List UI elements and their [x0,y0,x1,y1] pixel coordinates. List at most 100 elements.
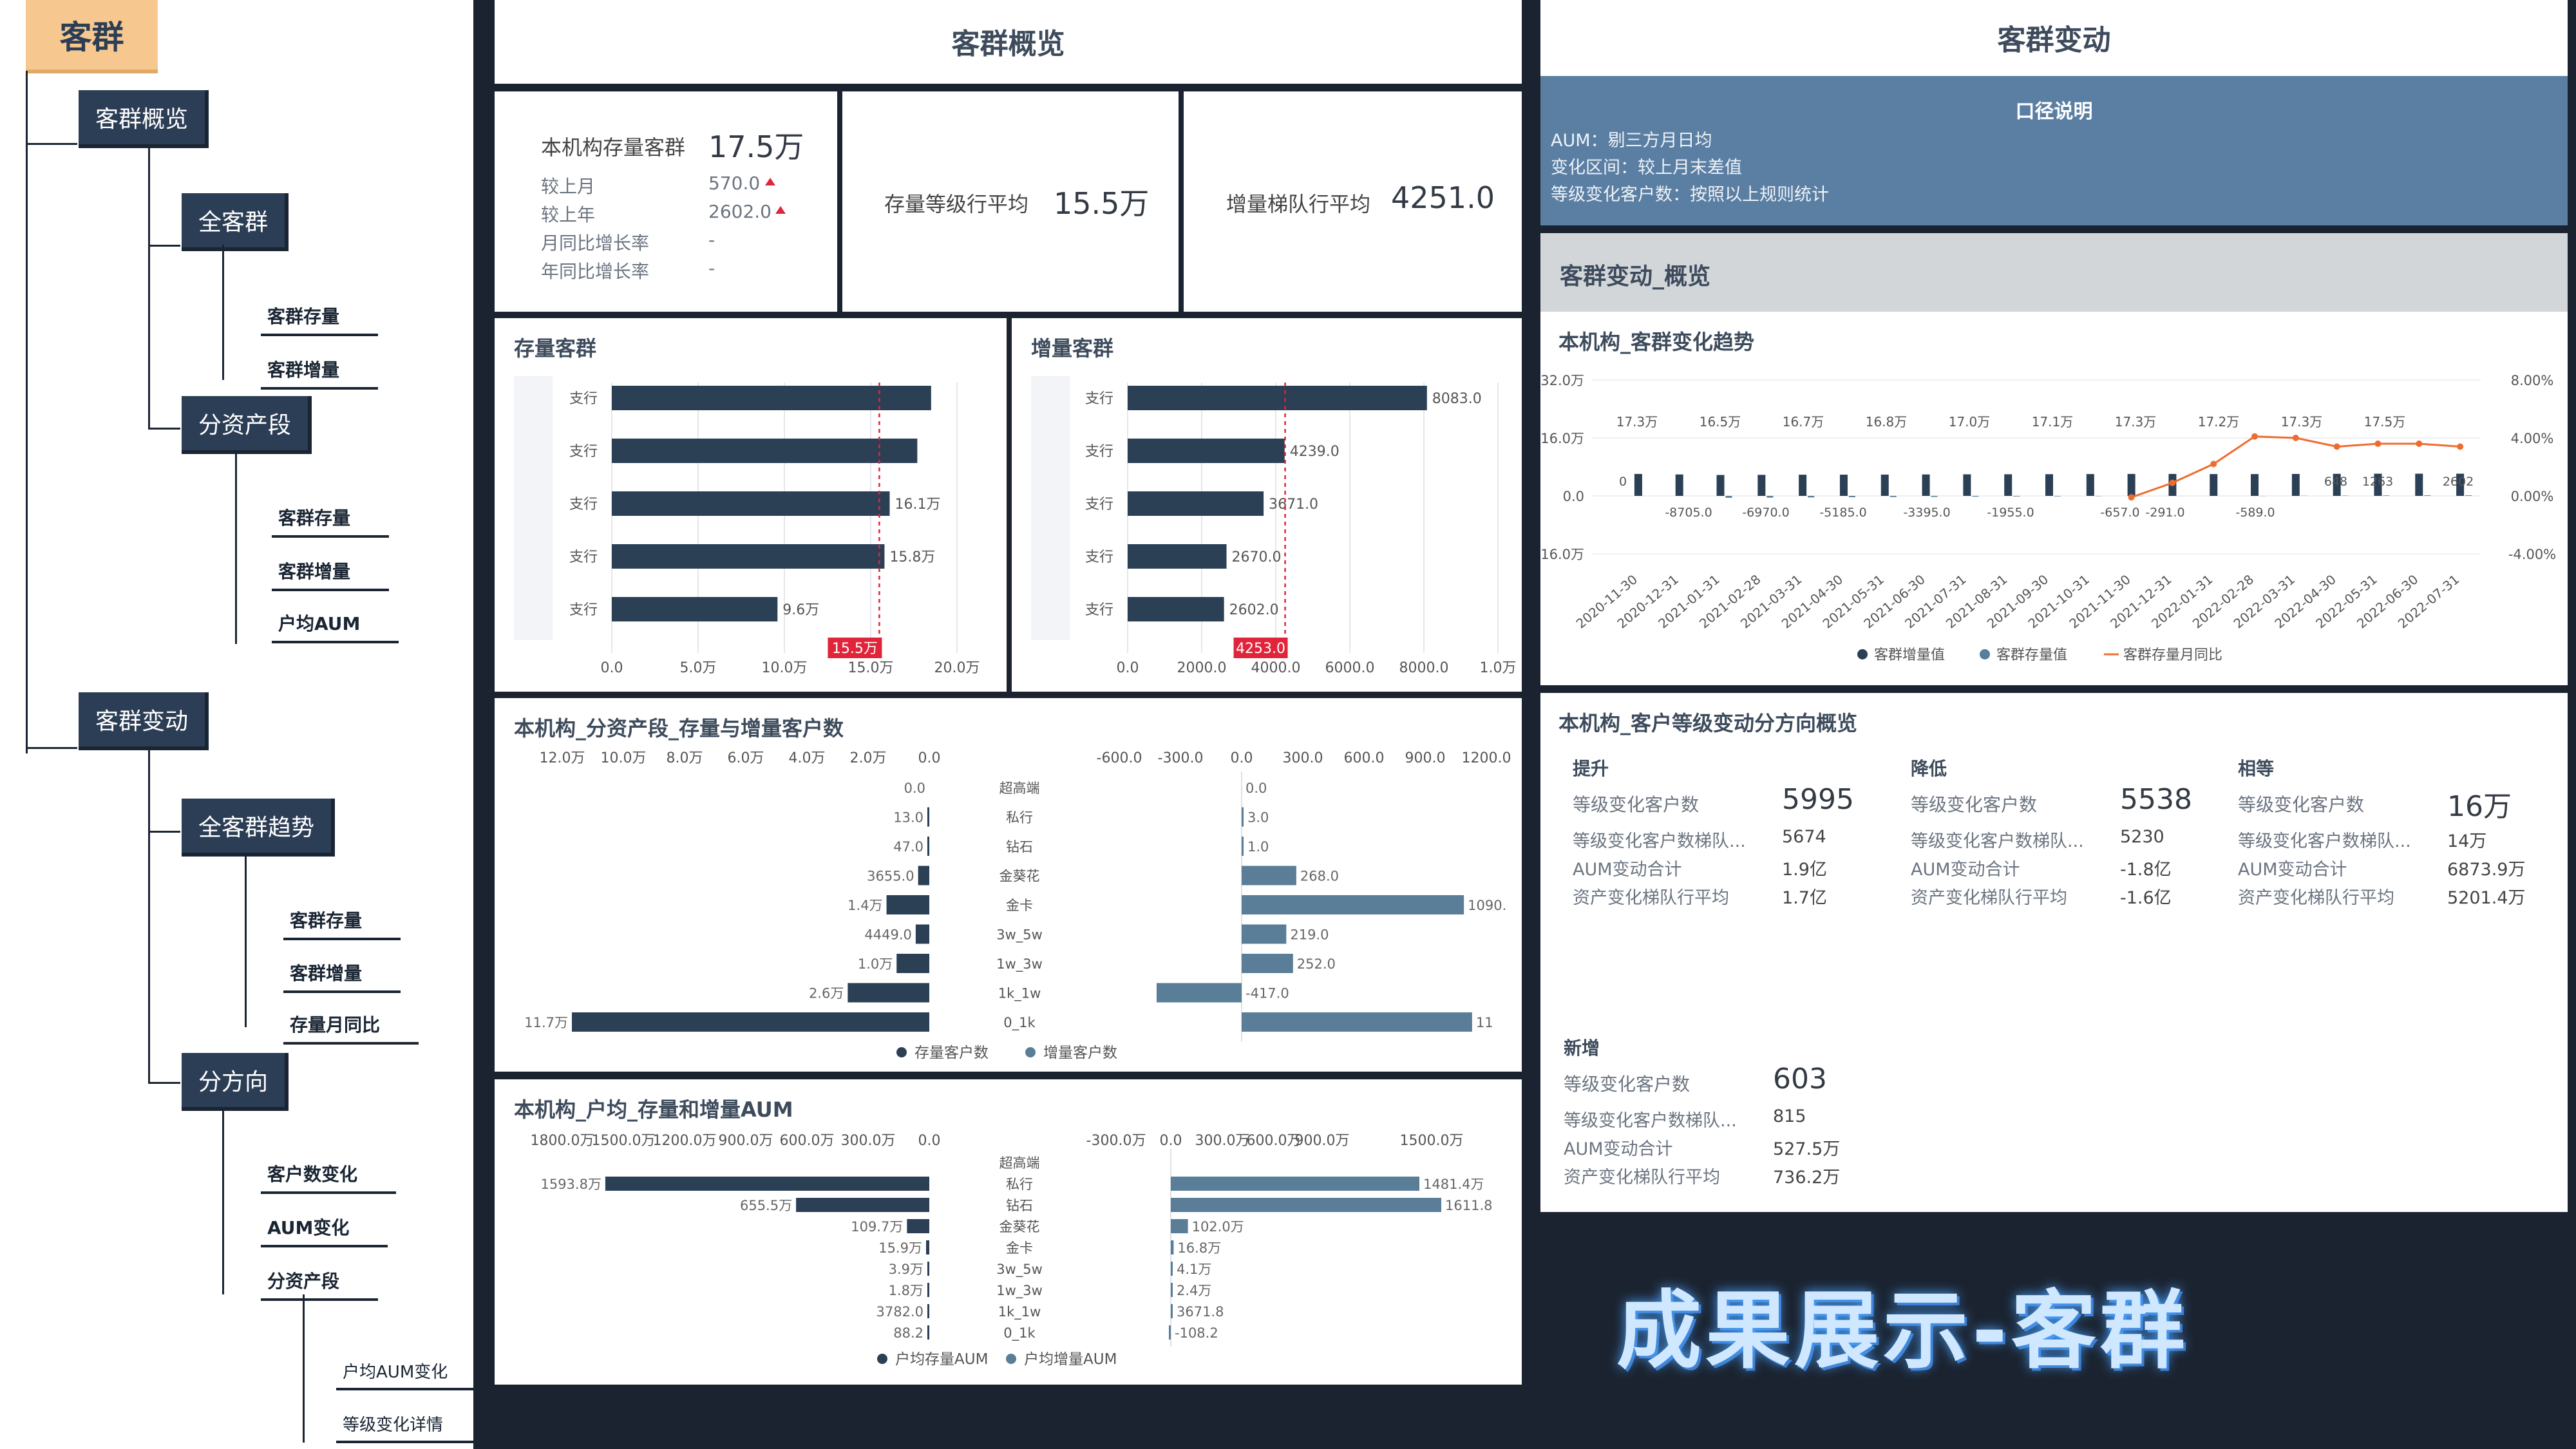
grade-row-value: 736.2万 [1773,1168,1841,1188]
stock-bar [2415,473,2423,496]
stock-chart-title: 存量客群 [514,336,597,361]
grade-row-label: 资产变化梯队行平均 [1573,888,1729,908]
incr-value-label: -291.0 [2145,506,2184,520]
right-data-label: -417.0 [1245,986,1289,1001]
nav-leaf-trend-yoy[interactable]: 存量月同比 [283,1011,419,1045]
category-label: 1k_1w [998,986,1041,1002]
right-tick-label: -300.0 [1158,750,1204,766]
grade-row-label: 等级变化客户数梯队... [1911,831,2084,851]
nav-item-segment[interactable]: 分资产段 [182,396,312,454]
left-data-label: 13.0 [893,810,923,826]
right-tick-label: 1500.0万 [1400,1133,1464,1149]
caliber-box: 口径说明 AUM：剔三方月日均 变化区间：较上月末差值 等级变化客户数：按照以上… [1540,76,2568,225]
right-bar [1242,866,1296,886]
right-data-label: 3.0 [1247,810,1269,826]
right-data-label: 252.0 [1297,956,1336,972]
data-label: 4239.0 [1290,444,1340,460]
incr-value-label: -5185.0 [1819,506,1866,520]
grade-row-value: -1.6亿 [2120,888,2172,908]
nav-item-all[interactable]: 全客群 [182,193,289,251]
nav-leaf-direction-count[interactable]: 客户数变化 [260,1160,397,1194]
left-tick-label: 2.0万 [850,750,887,766]
left-bar [927,1325,929,1340]
grade-row-value: 527.5万 [1773,1139,1841,1159]
incr-bar [2424,495,2431,496]
nav-leaf-segment-stock[interactable]: 客群存量 [271,504,390,538]
right-bar [1242,924,1287,944]
incr-bar [2465,495,2472,496]
yoy-point [2169,479,2176,486]
x-tick-label: 0.0 [1117,660,1139,676]
incr-value-label: 648 [2324,475,2347,489]
nav-item-change[interactable]: 客群变动 [79,692,209,750]
segment-chart-title: 本机构_分资产段_存量与增量客户数 [514,716,844,741]
nav-item-trend[interactable]: 全客群趋势 [182,799,336,857]
stock-bar [2004,474,2012,496]
category-label: 钻石 [1006,1198,1033,1213]
stock-bar [1675,474,1683,496]
nav-leaf-direction-aum[interactable]: AUM变化 [260,1214,389,1247]
nav-leaf-all-incr[interactable]: 客群增量 [260,356,379,390]
left-bar [886,895,929,914]
kpi-incr-avg-label: 增量梯队行平均 [1226,192,1371,216]
left-data-label: 1.8万 [889,1283,923,1298]
nav-leaf-trend-stock[interactable]: 客群存量 [283,907,401,940]
grade-panel: 本机构_客户等级变动分方向概览 提升 等级变化客户数 5995 等级变化客户数梯队..… [1540,693,2568,1212]
grade-group: 提升 等级变化客户数 5995 等级变化客户数梯队... 5674 AUM变动合计 1.9亿… [1573,755,1875,922]
category-label: 支行 [569,391,598,407]
grade-count-label: 等级变化客户数 [1573,794,1700,815]
right-bar [1171,1219,1188,1233]
nav-leaf-segment-incr[interactable]: 客群增量 [271,558,390,591]
incr-value-label: -1955.0 [1987,506,2034,520]
stock-bar [2045,474,2053,496]
grade-row-value: 6873.9万 [2447,860,2526,880]
right-data-label: 16.8万 [1177,1240,1221,1256]
category-label: 3w_5w [996,927,1043,943]
yoy-point [2333,443,2340,450]
avg-badge [1233,638,1288,658]
grade-count-value: 5538 [2120,783,2192,816]
stock-value-label: 17.0万 [1949,414,1991,430]
left-data-label: 3.9万 [889,1262,923,1277]
right-bar [1171,1304,1173,1318]
data-label: 3671.0 [1269,497,1318,513]
nav-leaf-segment-aum[interactable]: 户均AUM [271,610,400,643]
nav-leaf-direction-segment[interactable]: 分资产段 [260,1267,379,1301]
nav-item-direction[interactable]: 分方向 [182,1053,289,1111]
right-data-label: 4.1万 [1177,1262,1211,1277]
category-label: 支行 [1085,391,1113,407]
nav-item-overview[interactable]: 客群概览 [79,90,209,148]
nav-title[interactable]: 客群 [26,0,158,73]
nav-leaf-all-stock[interactable]: 客群存量 [260,303,379,336]
right-data-label: 219.0 [1290,927,1329,943]
stock-value-label: 17.3万 [2115,414,2157,430]
right-tick-label: 900.0 [1405,750,1446,766]
category-label: 0_1k [1003,1325,1036,1341]
kpi-row-value: 2602.0 [708,201,772,222]
category-label: 1k_1w [998,1304,1041,1320]
grade-row-value: 1.7亿 [1782,888,1827,908]
chart-band [1031,376,1070,640]
nav-leaf-aum-change[interactable]: 户均AUM变化 [336,1359,487,1390]
incr-value-label: 1263 [2362,475,2393,489]
category-label: 金卡 [1006,898,1033,913]
legend-marker [896,1047,907,1057]
incr-chart-title: 增量客群 [1031,336,1114,361]
right-bar [1171,1177,1420,1191]
incr-bar [1725,496,1732,498]
x-tick-label: 1.0万 [1480,660,1517,676]
grade-row-label: 资产变化梯队行平均 [1911,888,2067,908]
stock-bar [1922,474,1930,496]
right-data-label: 1.0 [1247,839,1269,855]
right-tick-label: -300.0万 [1086,1133,1146,1149]
stock-bar [1634,473,1642,496]
legend-marker [1980,649,1990,659]
caliber-line: AUM：剔三方月日均 [1551,131,1712,151]
left-data-label: 3655.0 [867,869,914,884]
category-label: 支行 [1085,497,1113,513]
kpi-incr-avg-value: 4251.0 [1391,180,1495,215]
change-section-bar: 客群变动_概览 [1540,233,2568,312]
right-data-label: 2.4万 [1177,1283,1211,1298]
nav-leaf-trend-incr[interactable]: 客群增量 [283,960,401,993]
nav-leaf-grade-detail[interactable]: 等级变化详情 [336,1412,482,1443]
